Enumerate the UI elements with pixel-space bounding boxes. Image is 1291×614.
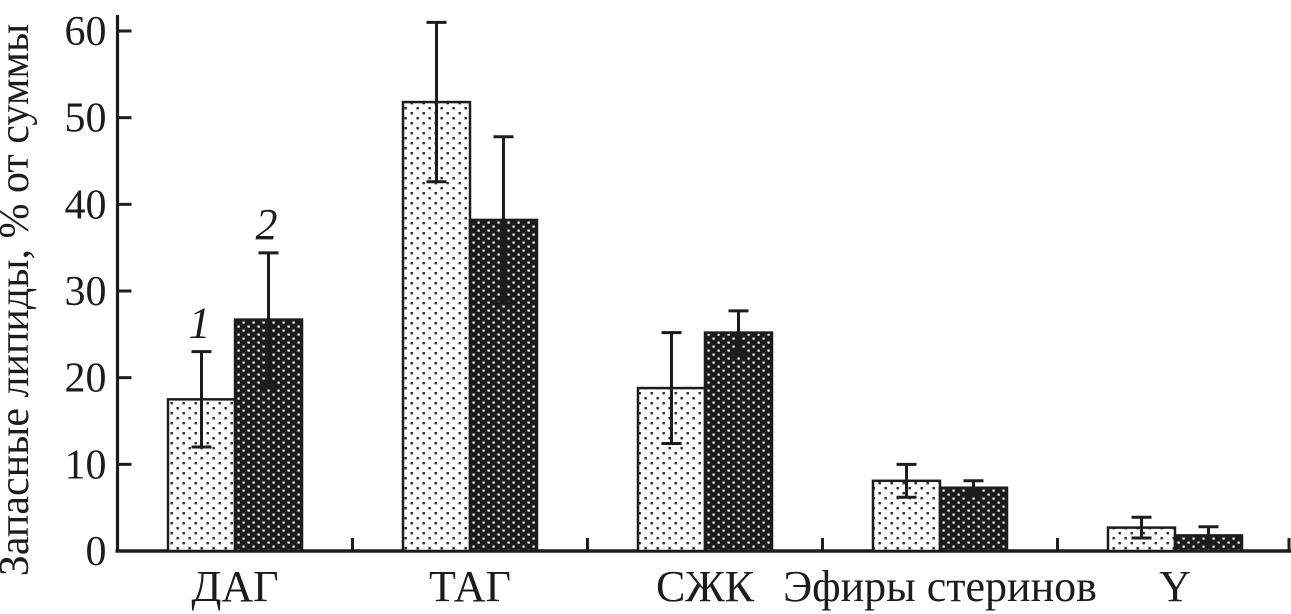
series-label: 1 <box>189 299 211 348</box>
y-tick-label: 50 <box>65 96 107 142</box>
y-tick-label: 20 <box>65 356 107 402</box>
category-label: Y <box>1159 562 1191 611</box>
series-label: 2 <box>256 200 278 249</box>
y-tick-label: 60 <box>65 9 107 55</box>
category-label: ДАГ <box>191 562 278 611</box>
y-tick-label: 10 <box>65 442 107 488</box>
bar-dark-dotted <box>938 486 1009 553</box>
y-axis-title: Запасные липиды, % от суммы <box>0 24 38 576</box>
category-label: СЖК <box>656 562 755 611</box>
y-tick-label: 0 <box>86 529 107 575</box>
y-tick-label: 30 <box>65 269 107 315</box>
category-label: Эфиры стеринов <box>783 562 1097 611</box>
bar-dark-dotted <box>233 318 304 553</box>
category-label: ТАГ <box>429 562 511 611</box>
bar-dark-dotted <box>703 331 774 553</box>
y-tick-label: 40 <box>65 182 107 228</box>
